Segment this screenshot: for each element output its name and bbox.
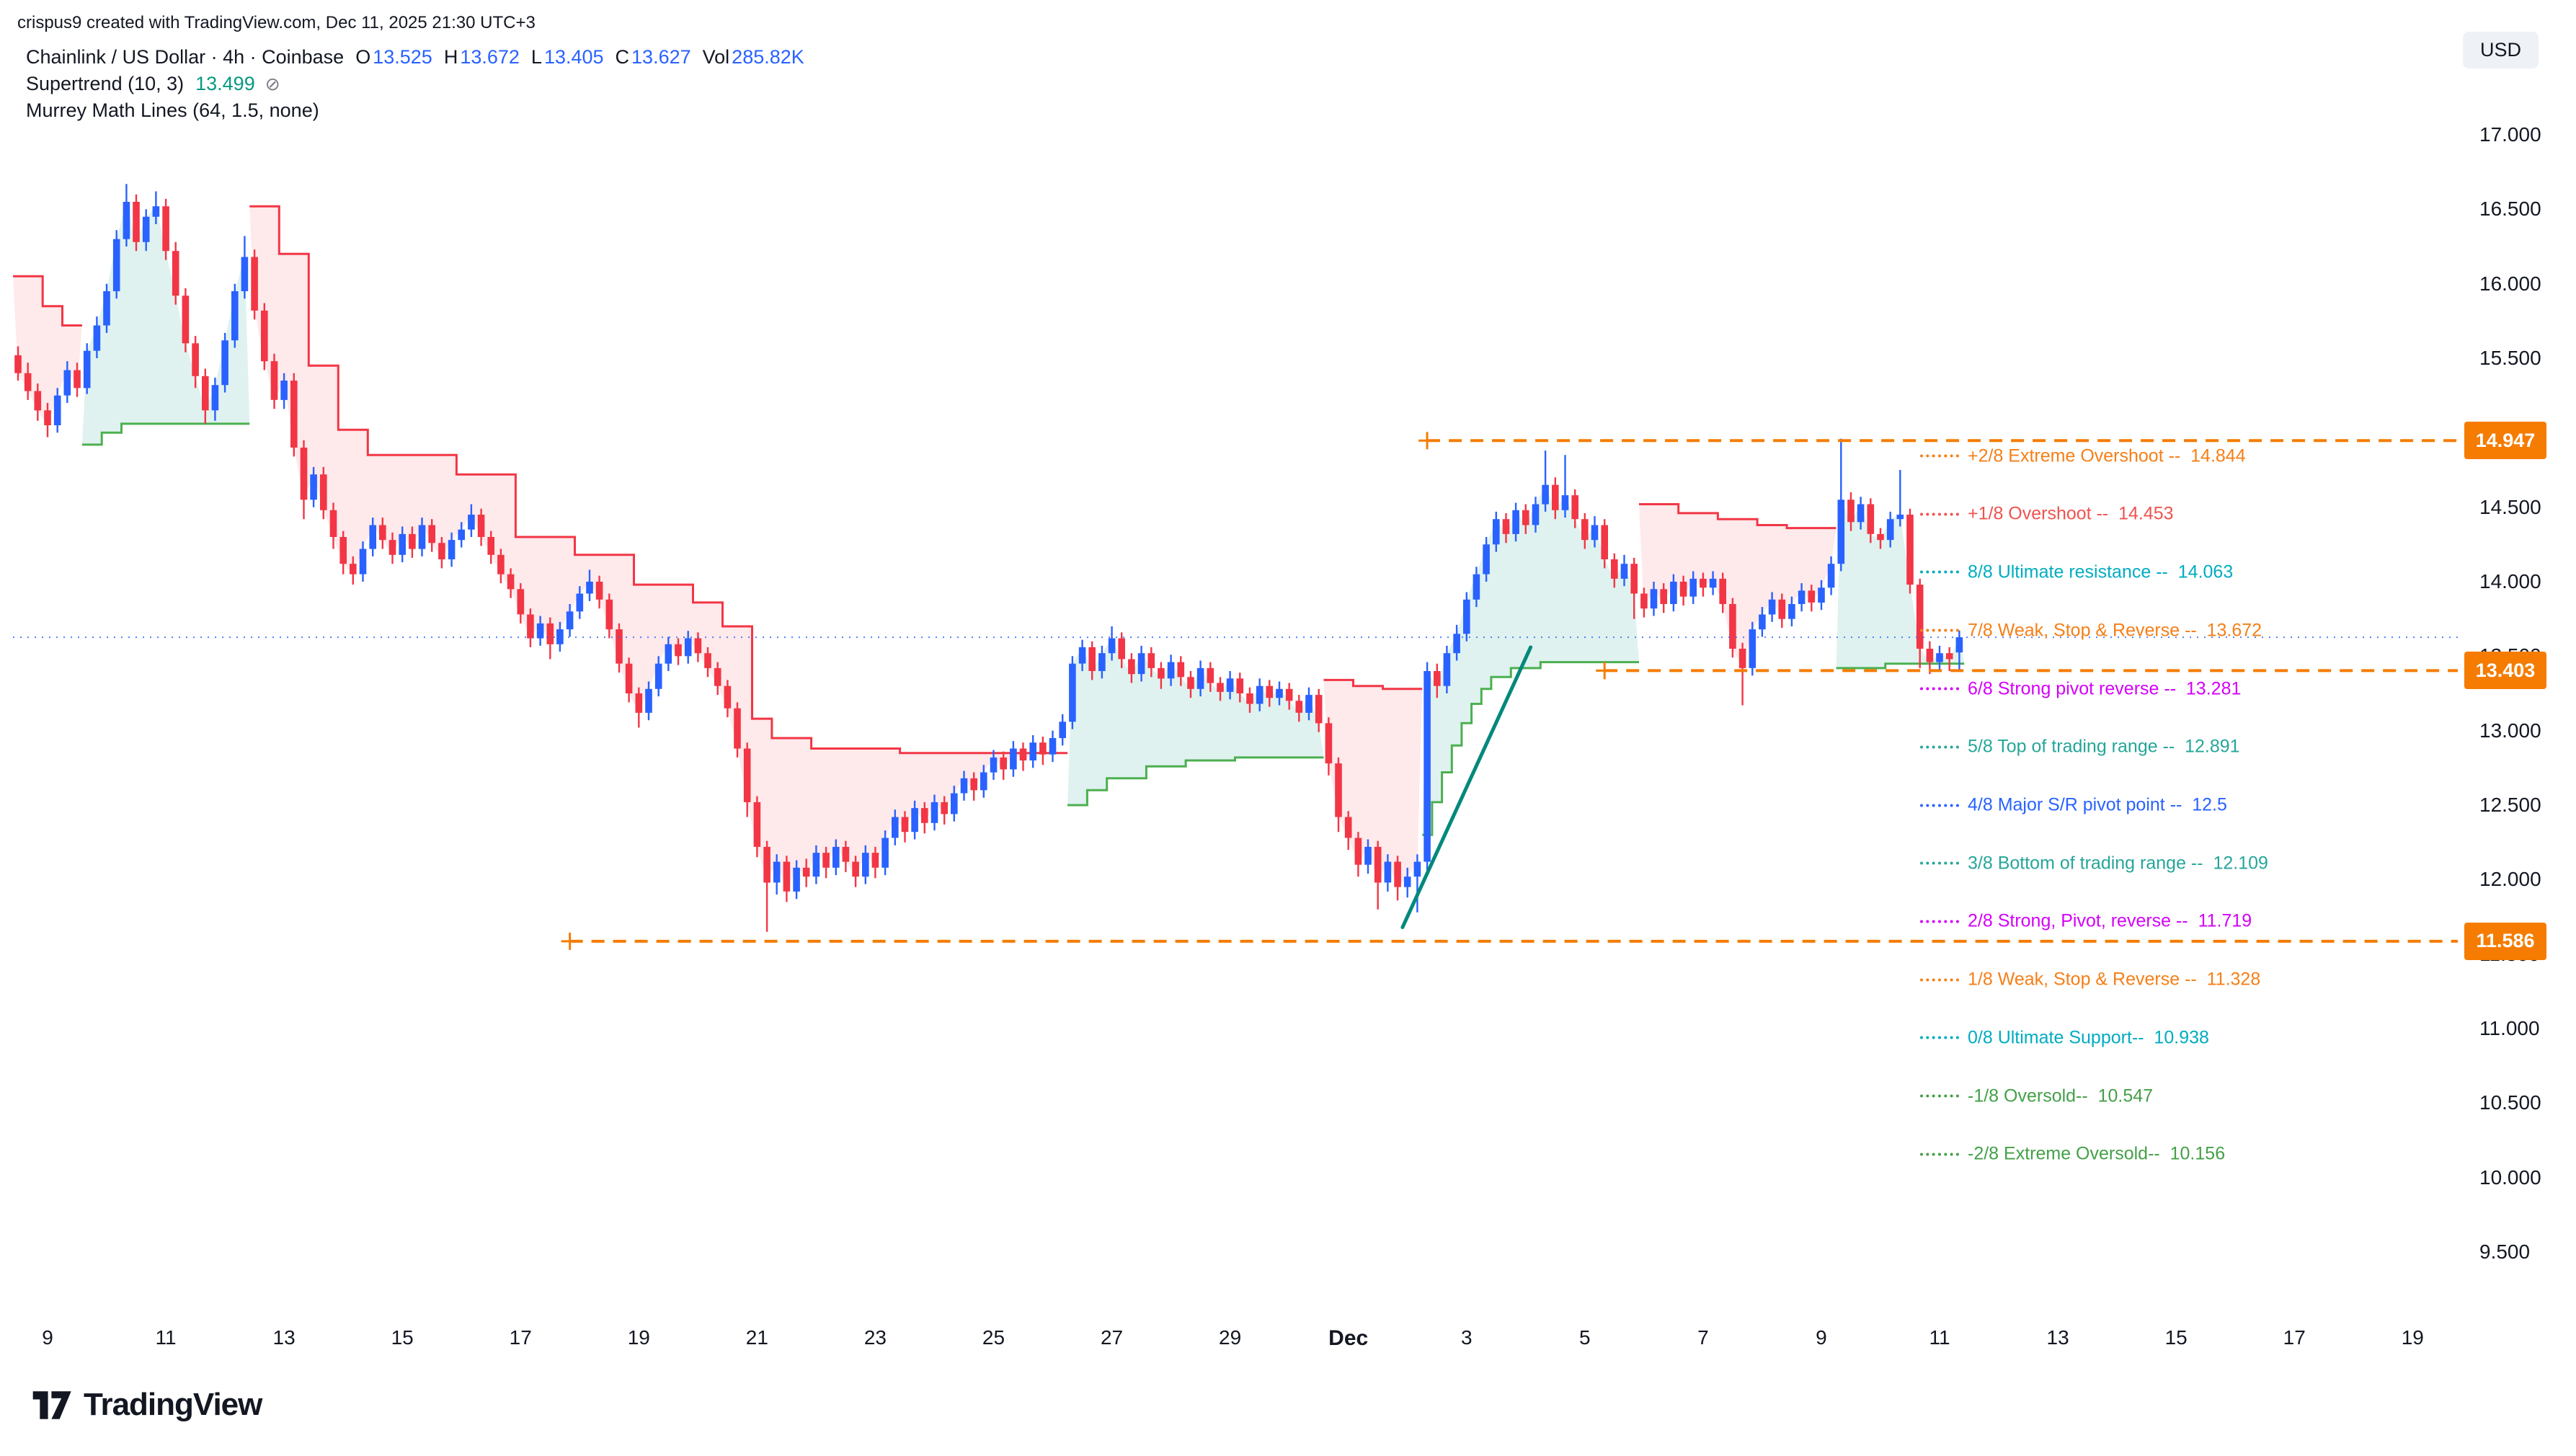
attribution-text: crispus9 created with TradingView.com, D… (17, 13, 536, 32)
ohlc-value: 285.82K (732, 46, 804, 68)
tradingview-logo[interactable]: TradingView (32, 1387, 262, 1423)
tradingview-logo-text: TradingView (84, 1387, 262, 1422)
supertrend-value: 13.499 (195, 73, 255, 94)
ohlc-value: 13.525 (373, 46, 432, 68)
supertrend-indicator-title[interactable]: Supertrend (10, 3) (26, 73, 185, 94)
symbol-title[interactable]: Chainlink / US Dollar · 4h · Coinbase (26, 46, 345, 68)
indicator-hidden-icon[interactable]: ⊘ (265, 74, 280, 94)
murrey-legend-row[interactable]: Murrey Math Lines (64, 1.5, none) (26, 99, 804, 126)
ohlc-key: O (355, 46, 371, 68)
supertrend-legend-row[interactable]: Supertrend (10, 3) 13.499 ⊘ (26, 73, 804, 99)
ohlc-key: C (615, 46, 630, 68)
ohlc-value: 13.627 (631, 46, 691, 68)
ohlc-key: L (530, 46, 542, 68)
ohlc-values: O 13.525 H 13.672 L 13.405 C 13.627 Vol 285.82K (344, 46, 804, 68)
currency-badge[interactable]: USD (2462, 32, 2539, 68)
ohlc-value: 13.405 (543, 46, 604, 68)
murrey-indicator-title[interactable]: Murrey Math Lines (64, 1.5, none) (26, 99, 319, 121)
ohlc-key: H (443, 46, 458, 68)
tradingview-logo-icon (32, 1390, 71, 1419)
ohlc-key: Vol (702, 46, 730, 68)
ohlc-value: 13.672 (460, 46, 520, 68)
